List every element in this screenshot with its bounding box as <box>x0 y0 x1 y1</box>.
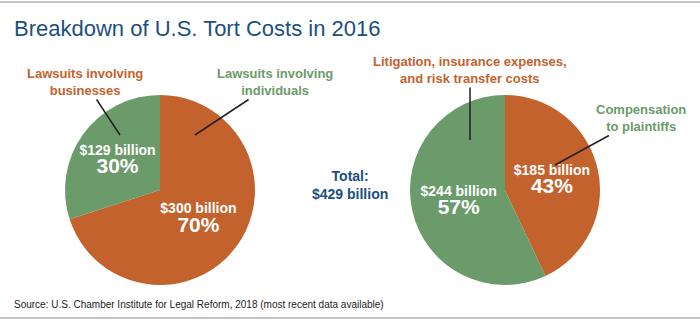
svg-text:$244 billion57%: $244 billion57% <box>421 183 497 218</box>
svg-text:Litigation, insurance expenses: Litigation, insurance expenses,and risk … <box>373 54 567 86</box>
svg-text:Breakdown of U.S. Tort Costs i: Breakdown of U.S. Tort Costs in 2016 <box>14 16 380 41</box>
svg-text:Compensationto plaintiffs: Compensationto plaintiffs <box>596 102 686 134</box>
svg-text:Source: U.S. Chamber Institute: Source: U.S. Chamber Institute for Legal… <box>14 299 384 310</box>
svg-text:Lawsuits involvingbusinesses: Lawsuits involvingbusinesses <box>27 66 143 98</box>
svg-text:Total:$429 billion: Total:$429 billion <box>312 168 388 202</box>
svg-text:$185 billion43%: $185 billion43% <box>514 162 590 197</box>
svg-text:$300 billion70%: $300 billion70% <box>160 200 236 235</box>
svg-text:Lawsuits involvingindividuals: Lawsuits involvingindividuals <box>217 66 333 98</box>
svg-text:$129 billion30%: $129 billion30% <box>79 142 155 177</box>
